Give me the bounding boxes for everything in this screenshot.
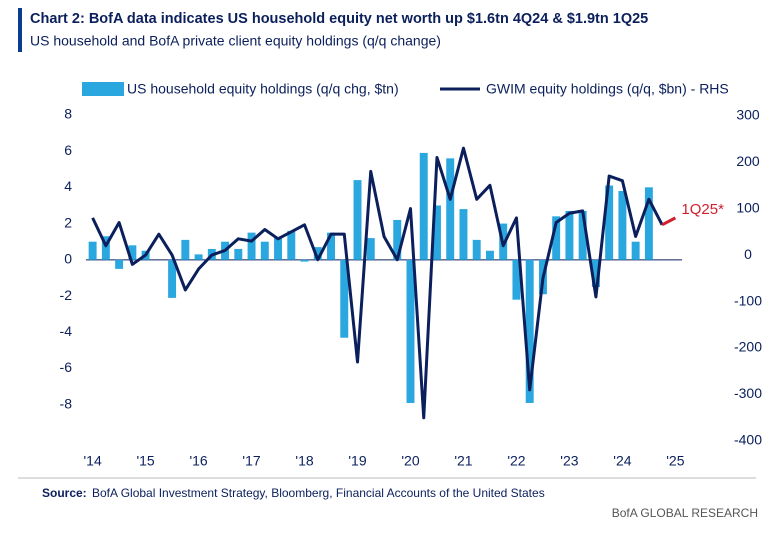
bar [194,254,203,260]
x-tick-label: '19 [348,453,366,469]
y-tick-label: -4 [60,323,73,339]
y-tick-label: 0 [64,251,72,267]
x-tick-label: '17 [242,453,260,469]
bar [115,259,124,269]
bar [472,239,481,260]
bar [128,245,137,260]
bar [181,239,190,260]
bar [287,230,296,260]
bar [512,259,521,300]
y2-tick-label: 300 [736,106,760,122]
y2-tick-label: 100 [736,199,760,215]
bar [459,209,468,260]
x-tick-label: '21 [454,453,472,469]
chart-subtitle: US household and BofA private client equ… [30,33,441,49]
y2-tick-label: 200 [736,153,760,169]
bar [300,259,309,262]
chart-title: Chart 2: BofA data indicates US househol… [30,11,648,27]
bar [353,180,362,260]
bar [591,259,600,287]
x-tick-label: '23 [560,453,578,469]
x-tick-label: '24 [613,453,631,469]
x-tick-label: '25 [666,453,684,469]
bar [101,236,110,260]
bar [168,259,177,298]
x-tick-label: '16 [189,453,207,469]
y-tick-label: 6 [64,142,72,158]
legend-label: GWIM equity holdings (q/q, $bn) - RHS [486,81,729,97]
x-tick-label: '18 [295,453,313,469]
bar [552,216,561,260]
bar [419,152,428,260]
y2-tick-label: 0 [744,246,752,262]
y-tick-label: 8 [64,106,72,122]
bar [274,238,283,260]
y-tick-label: 4 [64,178,72,194]
bar [631,241,640,260]
source-text: BofA Global Investment Strategy, Bloombe… [92,486,545,500]
bar [525,259,534,403]
bar [234,248,243,260]
line [91,146,664,420]
y-tick-label: -6 [60,359,73,375]
bar [433,205,441,260]
bar [88,241,97,260]
bar [618,190,627,260]
bar [313,247,322,260]
x-tick-label: '20 [401,453,419,469]
bar [485,250,494,260]
legend-swatch-bar [82,82,124,96]
y-tick-label: -8 [60,395,73,411]
bar [578,210,587,260]
legend-label: US household equity holdings (q/q chg, $… [127,81,399,97]
x-tick-label: '22 [507,453,525,469]
bar [366,238,375,260]
line-last-segment [661,216,677,227]
source-label: Source: [42,486,87,500]
bar [260,241,269,260]
bar [247,232,256,260]
x-tick-label: '14 [83,453,101,469]
bar [393,219,402,260]
title-accent [18,8,22,52]
y2-tick-label: -300 [734,385,762,401]
x-tick-label: '15 [136,453,154,469]
y2-tick-label: -100 [734,292,762,308]
bar [406,259,415,403]
annotation: 1Q25* [681,201,724,218]
y2-tick-label: -200 [734,339,762,355]
bar [327,232,335,260]
y-tick-label: 2 [64,214,72,230]
y2-tick-label: -400 [734,432,762,448]
bar [605,185,614,260]
bar [446,158,455,260]
bar [565,210,574,260]
bar [340,259,349,338]
y-tick-label: -2 [60,287,73,303]
footer: BofA GLOBAL RESEARCH [612,506,758,520]
bar [644,187,653,260]
